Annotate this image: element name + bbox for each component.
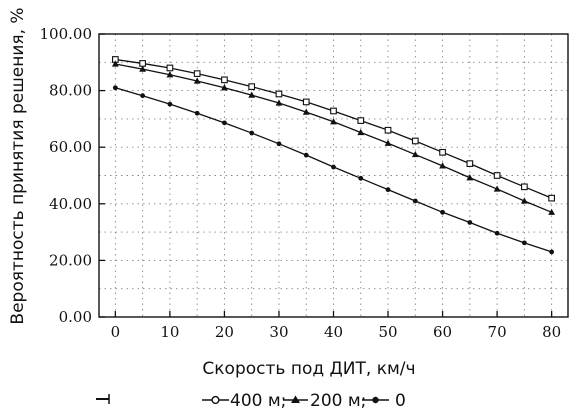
- series-layer: [111, 56, 556, 255]
- series-line: [115, 63, 552, 213]
- data-point: [411, 137, 419, 145]
- x-tick-label: 30: [269, 323, 288, 341]
- legend-stray-marker: [96, 394, 110, 404]
- data-point: [521, 183, 528, 191]
- data-point: [385, 187, 391, 193]
- x-tick-label: 50: [378, 323, 397, 341]
- data-point: [521, 240, 527, 246]
- data-point: [467, 220, 473, 225]
- data-point: [249, 130, 255, 136]
- series-3: [112, 85, 555, 255]
- legend-label-0: 0: [395, 391, 406, 411]
- legend-label-200m: 200 м;: [310, 391, 366, 411]
- data-point: [357, 128, 365, 136]
- x-tick-label: 20: [215, 323, 234, 341]
- data-point: [111, 60, 119, 67]
- x-tick-label: 70: [488, 323, 507, 341]
- x-tick-label: 80: [542, 323, 561, 341]
- data-point: [302, 108, 310, 115]
- y-tick-label: 20.00: [49, 251, 92, 269]
- data-point: [330, 118, 337, 125]
- data-point: [193, 77, 201, 84]
- data-point: [221, 76, 228, 84]
- axis-ticks: 0.00 20.00 40.00 60.00 80.00 100.00 0 10 20 30 40 5…: [40, 25, 562, 341]
- x-tick-label: 0: [111, 323, 121, 341]
- data-point: [248, 83, 256, 90]
- data-point: [548, 208, 556, 215]
- data-point: [275, 90, 283, 98]
- data-point: [439, 162, 446, 169]
- data-point: [303, 152, 309, 158]
- data-point: [493, 185, 501, 192]
- data-point: [221, 84, 228, 91]
- x-axis-label: Скорость под ДИТ, км/ч: [202, 359, 415, 379]
- data-point: [384, 126, 392, 134]
- legend-marker-400m: [202, 395, 229, 405]
- data-point: [331, 164, 336, 170]
- data-point: [302, 98, 310, 106]
- data-point: [440, 209, 445, 215]
- data-point: [276, 141, 282, 147]
- x-tick-label: 40: [324, 323, 343, 341]
- y-tick-label: 80.00: [49, 82, 92, 100]
- data-point: [167, 101, 173, 107]
- data-point: [466, 160, 474, 167]
- legend: 400 м; 200 м; 0: [96, 391, 406, 411]
- data-point: [222, 120, 227, 126]
- data-point: [139, 60, 146, 67]
- y-tick-label: 60.00: [49, 138, 92, 156]
- legend-marker-0: [362, 396, 389, 404]
- data-point: [384, 139, 392, 146]
- data-point: [139, 65, 147, 72]
- data-point: [520, 197, 528, 204]
- data-point: [494, 230, 500, 236]
- data-point: [275, 99, 283, 106]
- data-point: [112, 85, 118, 91]
- x-tick-label: 60: [433, 323, 452, 341]
- data-point: [549, 249, 555, 255]
- legend-label-400m: 400 м;: [230, 391, 286, 411]
- data-point: [439, 148, 446, 156]
- y-tick-label: 100.00: [40, 25, 93, 43]
- legend-marker-200m: [283, 395, 308, 403]
- data-point: [140, 93, 146, 99]
- data-point: [411, 150, 419, 158]
- grid: [99, 34, 568, 317]
- data-point: [412, 198, 418, 204]
- data-point: [358, 175, 364, 181]
- data-point: [194, 110, 200, 116]
- y-axis-label: Вероятность принятия решения, %: [8, 7, 28, 324]
- data-point: [466, 174, 474, 181]
- data-point: [248, 91, 256, 98]
- data-point: [357, 117, 365, 124]
- data-point: [330, 107, 337, 115]
- data-point: [166, 64, 174, 72]
- series-1: [112, 56, 555, 202]
- y-tick-label: 40.00: [49, 195, 92, 213]
- y-tick-label: 0.00: [59, 308, 92, 326]
- data-point: [493, 172, 501, 179]
- data-point: [193, 70, 201, 77]
- data-point: [548, 194, 555, 202]
- data-point: [166, 71, 174, 78]
- x-tick-label: 10: [160, 323, 179, 341]
- series-2: [111, 60, 556, 215]
